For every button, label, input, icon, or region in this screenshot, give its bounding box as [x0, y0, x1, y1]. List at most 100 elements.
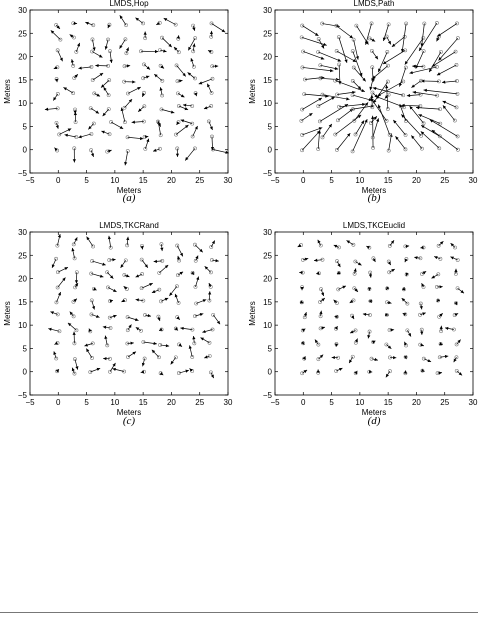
node-marker [421, 121, 426, 126]
y-tick-label: −5 [18, 391, 28, 400]
arrowhead [420, 331, 424, 335]
node-marker [177, 258, 182, 263]
node-marker [420, 146, 424, 151]
x-tick-label: 30 [224, 176, 233, 185]
arrowhead [414, 256, 418, 260]
chart-title: LMDS,Path [354, 0, 395, 8]
arrowhead [157, 317, 161, 321]
arrowhead [439, 241, 444, 245]
node-marker [207, 354, 212, 358]
arrowhead [367, 335, 371, 339]
arrowhead [351, 315, 355, 320]
chart-title: LMDS,TKCRand [99, 221, 159, 230]
error-arrow [354, 102, 369, 121]
arrowhead [125, 274, 130, 278]
node-marker [58, 37, 63, 42]
x-tick-label: 20 [167, 398, 176, 407]
arrowhead [184, 107, 189, 111]
node-marker [140, 272, 145, 276]
arrowhead [434, 256, 438, 260]
node-marker [90, 356, 94, 360]
arrowhead [303, 312, 307, 316]
arrowhead [422, 271, 427, 275]
node-marker [370, 90, 375, 95]
arrowhead [420, 131, 425, 135]
arrowhead [75, 366, 79, 370]
arrowhead [393, 119, 397, 124]
node-marker [401, 93, 406, 98]
node-marker [421, 49, 426, 54]
error-arrow [301, 97, 323, 110]
arrowhead [405, 272, 409, 277]
x-tick-label: −5 [270, 398, 280, 407]
node-marker [419, 133, 424, 138]
node-marker [369, 21, 374, 26]
node-marker [159, 327, 164, 332]
chart-panel-2: −5−5 0 0 5 5 10 10 15 15 20 20 25 25 30 30 LMDS,TKCRand… [3, 221, 233, 427]
arrowhead [159, 327, 163, 331]
arrowhead [175, 153, 180, 157]
error-arrow [437, 23, 458, 37]
arrowhead [146, 66, 151, 70]
arrowhead [88, 328, 92, 333]
arrowhead [146, 138, 150, 143]
node-marker [319, 287, 323, 292]
error-arrow [404, 37, 424, 65]
node-marker [455, 258, 460, 262]
arrowhead [50, 311, 54, 315]
arrowhead [74, 282, 79, 287]
node-marker [71, 314, 76, 319]
arrowhead [78, 66, 82, 70]
y-tick-label: 10 [263, 99, 272, 108]
arrowhead [350, 330, 354, 334]
arrowhead [355, 56, 359, 60]
node-marker [55, 48, 60, 53]
node-marker [54, 256, 58, 261]
node-marker [211, 312, 216, 317]
arrowhead [412, 64, 416, 68]
error-arrow [377, 81, 404, 97]
error-arrow [336, 50, 357, 63]
arrowhead [53, 351, 57, 355]
x-tick-label: 30 [224, 398, 233, 407]
arrowhead [188, 345, 192, 349]
plot-frame [274, 231, 474, 396]
arrowhead [107, 24, 111, 29]
arrowhead [185, 157, 189, 161]
error-arrow [415, 107, 441, 110]
error-arrow [420, 124, 440, 137]
arrowhead [121, 299, 125, 302]
arrowhead [55, 125, 59, 129]
node-marker [386, 92, 391, 97]
node-marker [320, 135, 325, 140]
arrowhead [176, 121, 180, 125]
error-arrow [401, 114, 422, 136]
arrowhead [429, 68, 433, 73]
error-arrow [353, 39, 359, 60]
node-marker [190, 355, 195, 359]
arrowhead [72, 331, 76, 335]
arrowhead [337, 263, 341, 268]
arrowhead [401, 298, 406, 302]
arrowhead [321, 326, 326, 330]
node-marker [139, 257, 144, 262]
arrowhead [364, 41, 368, 45]
y-tick-label: 0 [23, 368, 28, 377]
node-marker [207, 340, 212, 345]
arrowhead [128, 324, 132, 329]
arrowhead [102, 112, 106, 117]
error-arrow [301, 37, 327, 46]
arrowhead [78, 135, 82, 139]
node-marker [368, 121, 373, 125]
arrowhead [99, 274, 104, 278]
arrowhead [416, 106, 420, 110]
arrowhead [207, 83, 211, 88]
node-marker [88, 106, 93, 111]
node-marker [316, 342, 321, 347]
arrowhead [321, 44, 325, 49]
x-tick-label: 0 [301, 176, 306, 185]
arrowhead [69, 34, 74, 38]
arrowhead [57, 291, 61, 296]
node-marker [108, 369, 112, 374]
y-axis-label: Meters [248, 79, 257, 103]
